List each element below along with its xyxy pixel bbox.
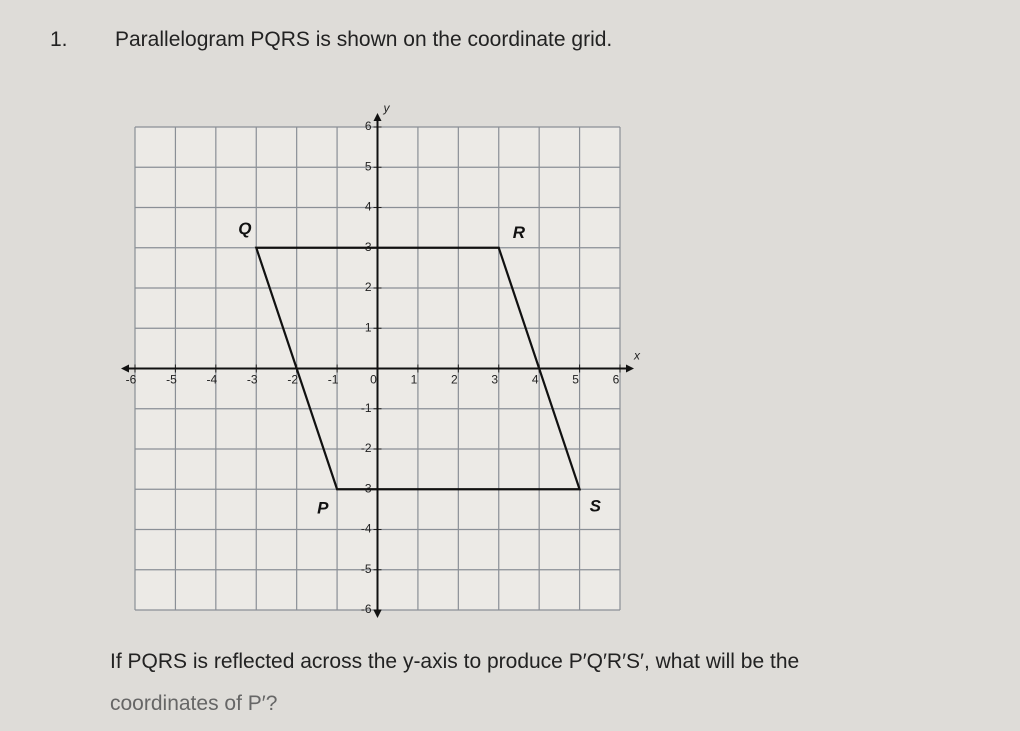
y-tick-label: -4: [361, 522, 372, 536]
y-tick-label: 6: [365, 119, 372, 133]
vertex-label: Q: [238, 219, 251, 238]
x-axis-label: x: [633, 349, 641, 363]
question-prompt: If PQRS is reflected across the y-axis t…: [110, 650, 799, 673]
x-tick-label: -4: [206, 373, 217, 387]
y-tick-label: -1: [361, 401, 372, 415]
y-tick-label: 2: [365, 280, 372, 294]
x-tick-label: -3: [247, 373, 258, 387]
x-tick-label: -1: [328, 373, 339, 387]
y-tick-label: -6: [361, 602, 372, 616]
x-tick-label: 0: [370, 373, 377, 387]
y-tick-label: 5: [365, 159, 372, 173]
x-tick-label: 6: [613, 373, 620, 387]
question-prompt: coordinates of P′?: [110, 692, 277, 715]
x-tick-label: 1: [411, 373, 418, 387]
x-tick-label: 5: [572, 373, 579, 387]
x-tick-label: -6: [126, 373, 137, 387]
y-axis-label: y: [383, 101, 391, 115]
y-tick-label: 4: [365, 200, 372, 214]
x-tick-label: -5: [166, 373, 177, 387]
vertex-label: P: [317, 499, 329, 518]
x-tick-label: 4: [532, 373, 539, 387]
x-tick-label: 2: [451, 373, 458, 387]
question-intro: Parallelogram PQRS is shown on the coord…: [115, 28, 612, 51]
y-tick-label: 1: [365, 320, 372, 334]
x-tick-label: 3: [491, 373, 498, 387]
y-tick-label: -2: [361, 441, 372, 455]
x-tick-label: -2: [287, 373, 298, 387]
parallelogram: [254, 246, 582, 491]
question-number: 1.: [50, 28, 68, 51]
vertex-label: S: [590, 497, 602, 516]
vertex-label: R: [513, 223, 526, 242]
y-tick-label: -5: [361, 562, 372, 576]
